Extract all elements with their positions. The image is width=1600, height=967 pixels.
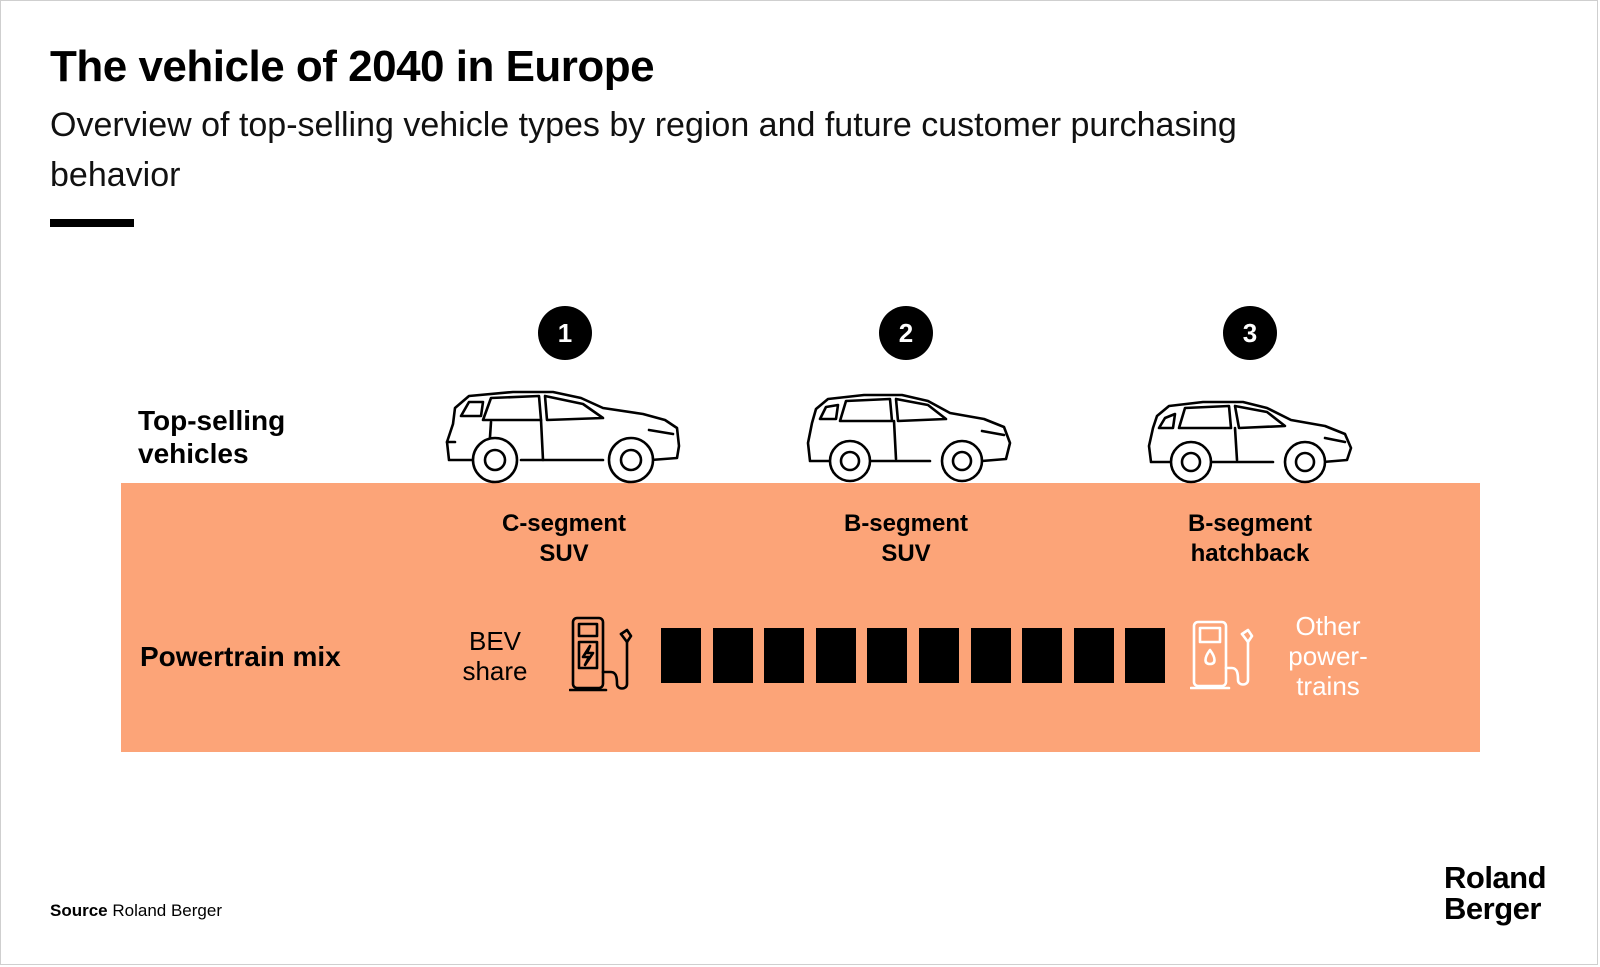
other-label-line2: power- — [1288, 641, 1368, 671]
rank-badge-3: 3 — [1223, 306, 1277, 360]
source-note: Source Roland Berger — [50, 901, 222, 921]
vehicle-2-name-line1: B-segment — [843, 510, 969, 537]
bev-share-block — [970, 628, 1011, 683]
hatchback-car-icon — [1147, 400, 1353, 484]
vehicle-3-name-line1: B-segment — [1187, 510, 1313, 537]
bev-label-line2: share — [462, 656, 528, 686]
bev-share-block — [815, 628, 856, 683]
source-label: Source — [50, 901, 108, 920]
bev-share-block — [764, 628, 805, 683]
top-selling-row-label: Top-selling vehicles — [138, 404, 285, 470]
vehicle-3-name-line2: hatchback — [1190, 540, 1310, 567]
bev-share-block — [1022, 628, 1063, 683]
vehicle-1-name-line2: SUV — [539, 540, 589, 567]
powertrain-row-label: Powertrain mix — [140, 641, 341, 672]
vehicle-name-2: B-segment SUV — [786, 509, 1026, 569]
ev-charger-icon — [569, 616, 633, 692]
other-label-line3: trains — [1296, 671, 1360, 701]
logo-line2: Berger — [1444, 891, 1541, 926]
top-selling-label-line1: Top-selling — [138, 405, 286, 436]
vehicle-2-name-line2: SUV — [881, 540, 931, 567]
c-suv-car-icon — [445, 390, 681, 484]
bev-share-block — [1073, 628, 1114, 683]
bev-share-block — [712, 628, 753, 683]
rank-badge-1: 1 — [538, 306, 592, 360]
b-suv-car-icon — [806, 393, 1012, 483]
other-powertrains-label: Other power- trains — [1268, 611, 1388, 701]
bev-share-block — [919, 628, 959, 683]
bev-share-block — [661, 628, 701, 683]
logo-line1: Roland — [1444, 860, 1547, 895]
fuel-pump-icon — [1190, 620, 1254, 690]
content-band — [121, 483, 1480, 752]
page-title: The vehicle of 2040 in Europe — [50, 42, 655, 91]
title-underline — [50, 219, 134, 227]
bev-share-label: BEV share — [440, 626, 550, 686]
vehicle-name-1: C-segment SUV — [444, 509, 684, 569]
rank-badge-2: 2 — [879, 306, 933, 360]
bev-label-line1: BEV — [468, 626, 522, 656]
bev-share-block — [867, 628, 908, 683]
brand-logo: Roland Berger — [1444, 862, 1574, 924]
other-label-line1: Other — [1295, 611, 1361, 641]
bev-share-block — [1125, 628, 1166, 683]
source-value: Roland Berger — [112, 901, 222, 920]
vehicle-1-name-line1: C-segment — [501, 510, 627, 537]
vehicle-name-3: B-segment hatchback — [1130, 509, 1370, 569]
top-selling-label-line2: vehicles — [138, 438, 249, 469]
page-subtitle: Overview of top-selling vehicle types by… — [50, 106, 1237, 194]
